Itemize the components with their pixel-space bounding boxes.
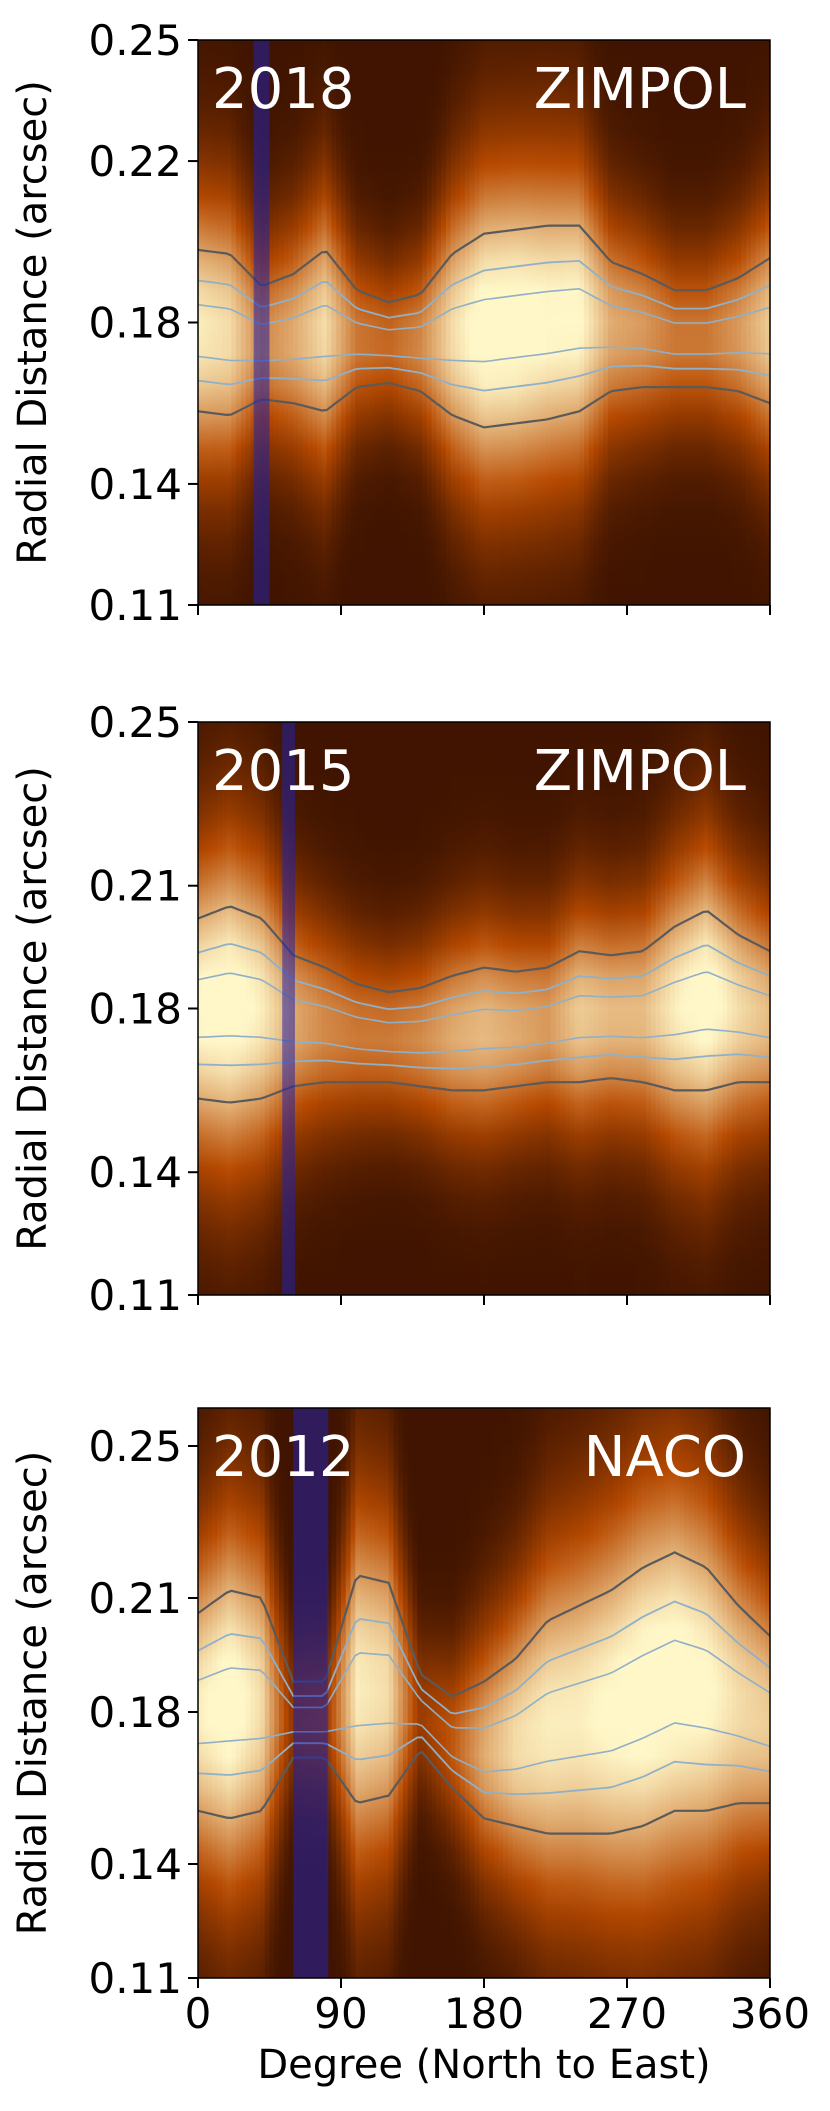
x-tick-label: 0	[185, 1989, 212, 2038]
highlight-band	[293, 1408, 329, 1978]
contour-lower-1	[198, 364, 770, 392]
y-axis-title: Radial Distance (arcsec)	[10, 1451, 56, 1936]
y-tick-label: 0.11	[88, 1954, 182, 2003]
y-tick-label: 0.11	[88, 581, 182, 630]
year-label: 2012	[212, 1425, 355, 1490]
contour-upper-2	[198, 287, 770, 331]
x-tick-label: 180	[444, 1989, 524, 2038]
y-tick-label: 0.18	[88, 1688, 182, 1737]
panel-2015: 0.11 0.14 0.18 0.21 0.25 Radial Distance (arc…	[10, 698, 771, 1320]
y-tick-label: 0.14	[88, 460, 182, 509]
contour-upper-2	[198, 1639, 770, 1729]
heatmap-2015	[198, 722, 770, 1295]
y-tick-label: 0.22	[88, 137, 182, 186]
highlight-band	[253, 40, 270, 605]
y-tick-label: 0.18	[88, 299, 182, 348]
y-tick-label: 0.18	[88, 985, 182, 1034]
year-label: 2015	[212, 739, 355, 804]
y-tick-label: 0.21	[88, 862, 182, 911]
heatmap-2012	[198, 1408, 770, 1978]
contour-upper-0	[198, 224, 770, 304]
x-tick-label: 270	[587, 1989, 667, 2038]
instrument-label: ZIMPOL	[534, 739, 746, 804]
y-tick-label: 0.21	[88, 1574, 182, 1623]
x-axis-title: Degree (North to East)	[257, 2042, 710, 2088]
contour-lower-2	[198, 1722, 770, 1773]
instrument-label: NACO	[584, 1425, 746, 1490]
panel-2012: 0.11 0.14 0.18 0.21 0.25 0 90 180 270 360 Radial D…	[10, 1407, 810, 2088]
y-tick-label: 0.11	[88, 1271, 182, 1320]
y-tick-label: 0.25	[88, 698, 182, 747]
year-label: 2018	[212, 57, 355, 122]
contour-upper-1	[198, 259, 770, 319]
y-tick-label: 0.14	[88, 1840, 182, 1889]
contour-upper-1	[198, 1600, 770, 1715]
contour-lower-1	[198, 1736, 770, 1796]
contour-lower-0	[198, 381, 770, 429]
y-axis-title: Radial Distance (arcsec)	[10, 80, 56, 565]
y-tick-label: 0.25	[88, 1422, 182, 1471]
y-axis-title: Radial Distance (arcsec)	[10, 766, 56, 1251]
panel-2018: 0.11 0.14 0.18 0.22 0.25 Radial Distance (arc…	[10, 16, 771, 630]
heatmap-2018	[198, 40, 770, 605]
contour-lower-0	[198, 1750, 770, 1835]
x-tick-label: 90	[314, 1989, 367, 2038]
instrument-label: ZIMPOL	[534, 57, 746, 122]
y-tick-label: 0.14	[88, 1148, 182, 1197]
contour-lower-2	[198, 346, 770, 363]
x-tick-label: 360	[730, 1989, 810, 2038]
y-tick-label: 0.25	[88, 16, 182, 65]
highlight-band	[282, 722, 295, 1295]
contour-upper-0	[198, 1551, 770, 1697]
